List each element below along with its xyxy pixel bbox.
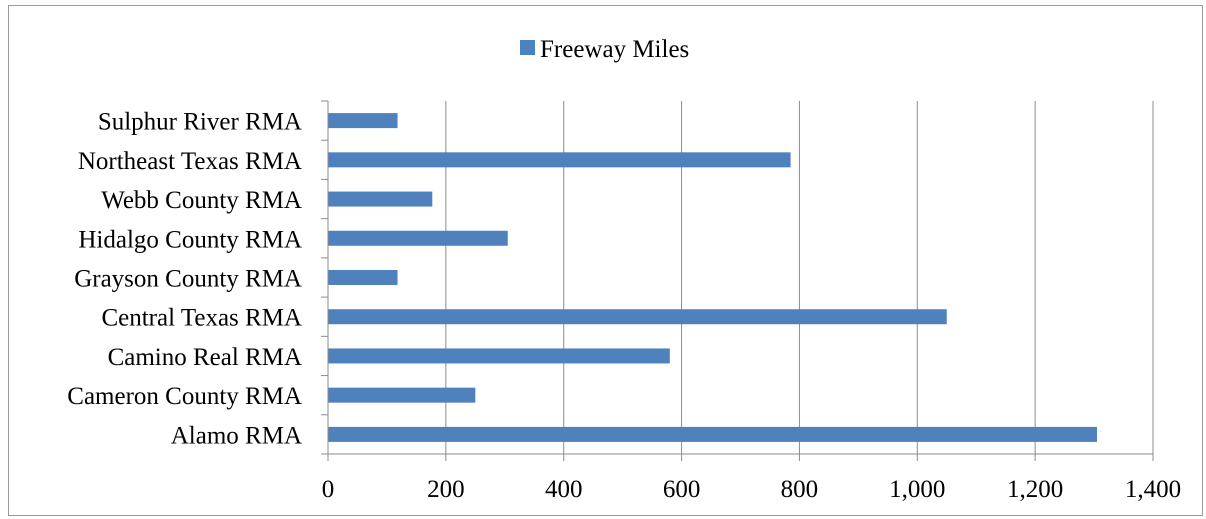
bar [328,270,398,285]
x-tick-label: 1,400 [1125,476,1181,503]
category-label: Central Texas RMA [101,305,302,332]
bar [328,348,670,364]
bar [328,387,476,403]
x-tick-label: 1,200 [1007,476,1063,503]
x-tick-label: 600 [663,476,701,503]
x-tick-label: 400 [545,476,583,503]
bars [328,113,1098,442]
legend-swatch [520,40,535,55]
bar [328,152,791,168]
category-label: Sulphur River RMA [98,109,302,136]
legend-label: Freeway Miles [540,36,689,63]
category-label: Grayson County RMA [74,266,302,293]
x-tick-labels: 0 200 400 600 800 1,000 1,200 1,400 [322,476,1181,503]
category-label: Cameron County RMA [67,383,302,410]
legend: Freeway Miles [520,36,689,63]
x-tick-label: 200 [427,476,465,503]
category-label: Northeast Texas RMA [78,148,302,175]
axes [321,100,1154,461]
x-tick-label: 800 [781,476,819,503]
x-tick-label: 1,000 [889,476,945,503]
category-label: Webb County RMA [101,187,302,214]
x-tick-label: 0 [322,476,335,503]
category-label: Alamo RMA [171,422,302,449]
bar [328,426,1098,442]
bar [328,230,508,246]
bar [328,309,947,325]
bar [328,113,398,129]
category-labels: Alamo RMA Cameron County RMA Camino Real R… [67,109,302,450]
bar [328,191,433,207]
category-label: Hidalgo County RMA [78,226,302,253]
category-label: Camino Real RMA [108,344,302,371]
